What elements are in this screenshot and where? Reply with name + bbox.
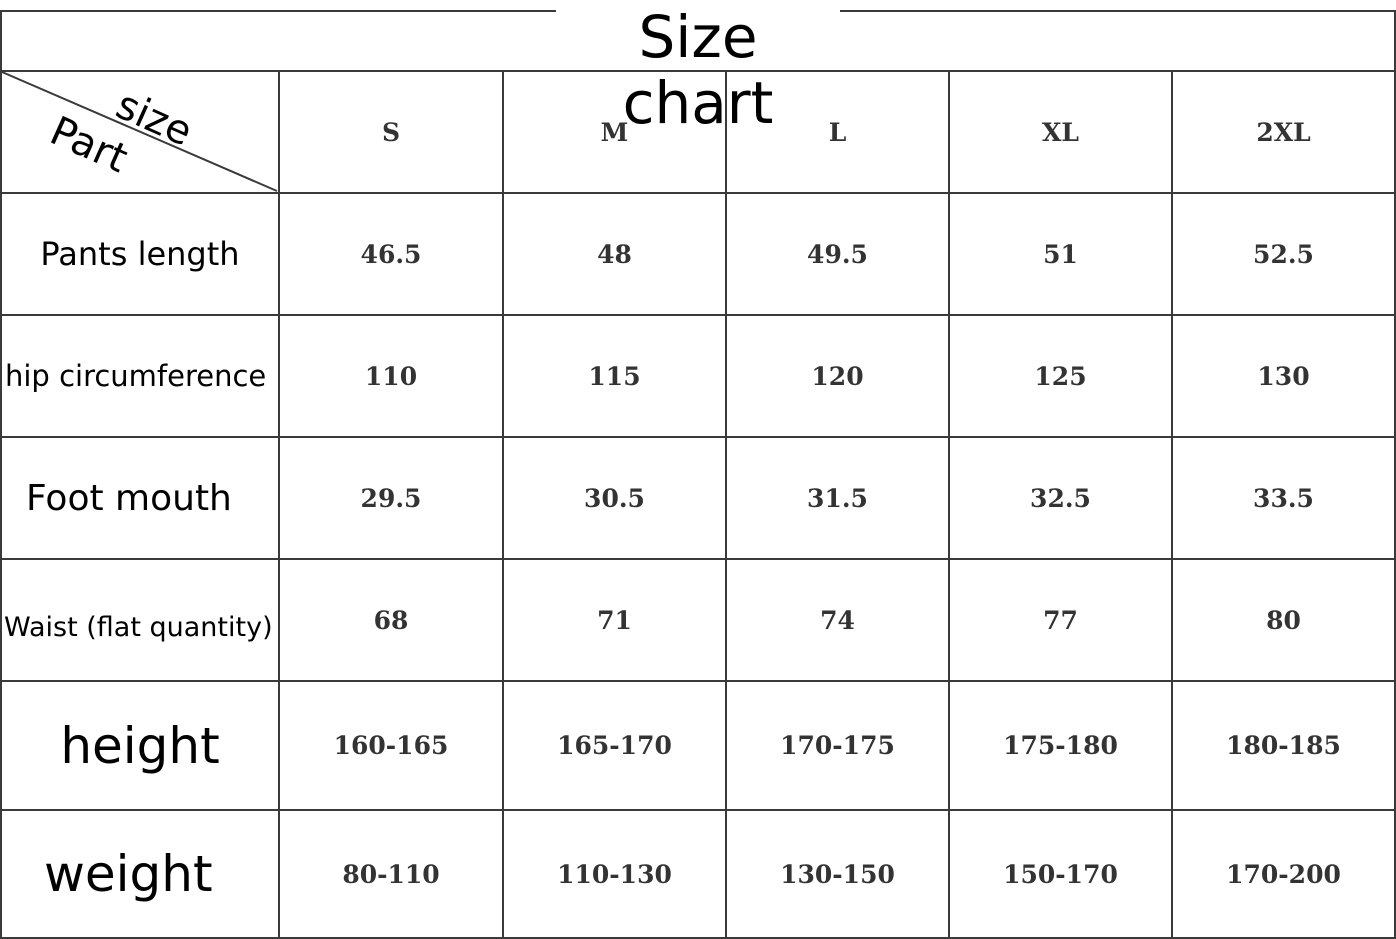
row-divider [0, 809, 1396, 811]
part-label: Waist (flat quantity) [4, 611, 273, 643]
table-cell-value: 170-200 [1226, 859, 1341, 889]
row-divider [0, 436, 1396, 438]
column-divider [278, 70, 280, 939]
table-cell-value: 180-185 [1226, 731, 1341, 760]
part-label: Foot mouth [26, 477, 232, 519]
table-cell-value: 80-110 [342, 859, 440, 889]
table-cell-value: 46.5 [360, 239, 422, 269]
table-cell-value: 120 [811, 361, 864, 391]
size-header: 2XL [1256, 117, 1311, 147]
table-cell-value: 110-130 [557, 859, 672, 889]
table-cell-value: 32.5 [1030, 483, 1091, 513]
table-cell-value: 125 [1034, 361, 1087, 391]
table-cell-value: 52.5 [1253, 239, 1314, 269]
part-label: Pants length [40, 235, 240, 273]
table-cell-value: 165-170 [557, 731, 672, 760]
table-cell-value: 80 [1266, 605, 1301, 635]
table-cell-value: 110 [364, 361, 418, 391]
part-label: height [60, 716, 220, 775]
table-cell-value: 71 [597, 605, 632, 635]
part-label: hip circumference [5, 359, 267, 393]
size-header: M [600, 117, 629, 147]
table-cell-value: 30.5 [584, 483, 645, 513]
table-cell-value: 68 [373, 605, 409, 635]
table-cell-value: 130-150 [780, 859, 895, 889]
table-cell-value: 33.5 [1253, 483, 1314, 513]
column-divider [0, 10, 2, 939]
column-divider [502, 70, 504, 939]
page-title: Size chart [556, 4, 840, 136]
row-divider [0, 192, 1396, 194]
column-divider [948, 70, 950, 939]
corner-diagonal-line [1, 71, 278, 192]
size-header: XL [1042, 117, 1079, 147]
size-header: L [828, 117, 847, 147]
table-cell-value: 170-175 [780, 731, 895, 760]
table-cell-value: 49.5 [807, 239, 868, 269]
size-header: S [381, 117, 401, 147]
column-divider [725, 70, 727, 939]
table-cell-value: 160-165 [333, 731, 449, 760]
table-cell-value: 29.5 [360, 483, 422, 513]
table-cell-value: 74 [820, 605, 855, 635]
table-cell-value: 31.5 [807, 483, 868, 513]
table-cell-value: 130 [1257, 361, 1310, 391]
table-cell-value: 115 [588, 361, 641, 391]
column-divider [1171, 70, 1173, 939]
part-label: weight [44, 845, 213, 903]
table-cell-value: 175-180 [1003, 731, 1118, 760]
table-cell-value: 150-170 [1003, 859, 1118, 889]
row-divider [0, 558, 1396, 560]
table-cell-value: 48 [597, 239, 632, 269]
table-cell-value: 51 [1043, 239, 1078, 269]
table-cell-value: 77 [1043, 605, 1078, 635]
column-divider [1394, 10, 1396, 939]
row-divider [0, 680, 1396, 682]
row-divider [0, 314, 1396, 316]
row-divider [0, 937, 1396, 939]
row-divider [0, 70, 1396, 72]
